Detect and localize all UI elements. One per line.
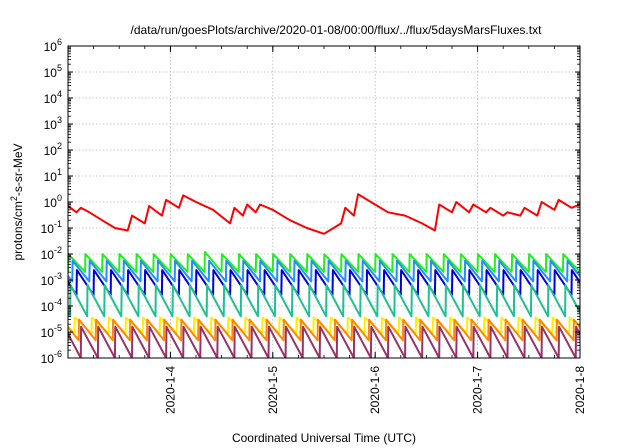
y-tick-base: 10 (44, 66, 58, 80)
y-tick-exponent: -6 (54, 349, 62, 359)
y-tick-exponent: 2 (57, 141, 62, 151)
y-tick-label: 10-4 (41, 297, 62, 314)
y-tick-exponent: -1 (54, 219, 62, 229)
y-tick-base: 10 (44, 118, 58, 132)
y-tick-exponent: -3 (54, 271, 62, 281)
x-tick-label: 2020-1-5 (266, 366, 280, 414)
y-tick-base: 10 (44, 92, 58, 106)
x-axis: 2020-1-4 2020-1-5 2020-1-6 2020-1-7 2020-1-8 (67, 46, 587, 414)
y-tick-base: 10 (41, 326, 55, 340)
y-tick-base: 10 (41, 300, 55, 314)
y-tick-base: 10 (41, 222, 55, 236)
y-tick-label: 10-2 (41, 245, 62, 262)
y-tick-exponent: -4 (54, 297, 62, 307)
y-axis-label-base: protons/cm (11, 201, 25, 260)
y-tick-label: 10-1 (41, 219, 62, 236)
y-axis-label: protons/cm2-s-sr-MeV (9, 143, 25, 260)
y-tick-exponent: -5 (54, 323, 62, 333)
y-tick-exponent: 4 (57, 89, 62, 99)
y-tick-base: 10 (44, 144, 58, 158)
y-tick-base: 10 (44, 40, 58, 54)
y-axis-label-rest: -s-sr-MeV (11, 143, 25, 196)
y-tick-label: 10-6 (41, 349, 62, 366)
y-axis-label-sup: 2 (9, 196, 19, 201)
y-tick-label: 102 (44, 141, 62, 158)
y-tick-label: 103 (44, 115, 62, 132)
y-tick-base: 10 (44, 170, 58, 184)
y-tick-exponent: 5 (57, 63, 62, 73)
y-tick-label: 105 (44, 63, 62, 80)
x-tick-label: 2020-1-7 (471, 366, 485, 414)
y-tick-label: 106 (44, 37, 62, 54)
series-line-5 (68, 284, 580, 318)
y-tick-label: 10-5 (41, 323, 62, 340)
series-line-3 (68, 259, 580, 283)
x-tick-label: 2020-1-8 (573, 366, 587, 414)
y-tick-label: 104 (44, 89, 62, 106)
y-tick-exponent: 0 (57, 193, 62, 203)
x-tick-label: 2020-1-4 (163, 366, 177, 414)
y-tick-exponent: 1 (57, 167, 62, 177)
y-tick-exponent: 6 (57, 37, 62, 47)
y-tick-exponent: -2 (54, 245, 62, 255)
chart-title: /data/run/goesPlots/archive/2020-01-08/0… (131, 23, 543, 37)
series-line-7 (68, 318, 580, 342)
y-axis: 10-610-510-410-310-210-11001011021031041… (41, 37, 580, 366)
y-tick-base: 10 (41, 248, 55, 262)
series-layer (68, 193, 580, 358)
y-tick-label: 100 (44, 193, 62, 210)
y-tick-label: 101 (44, 167, 62, 184)
x-tick-label: 2020-1-6 (368, 366, 382, 414)
series-line-2 (68, 250, 580, 273)
y-tick-base: 10 (44, 196, 58, 210)
x-axis-label: Coordinated Universal Time (UTC) (232, 431, 416, 445)
y-tick-exponent: 3 (57, 115, 62, 125)
y-tick-base: 10 (41, 352, 55, 366)
y-tick-label: 10-3 (41, 271, 62, 288)
series-line-1 (68, 193, 580, 235)
y-tick-base: 10 (41, 274, 55, 288)
series-line-8 (68, 325, 580, 358)
